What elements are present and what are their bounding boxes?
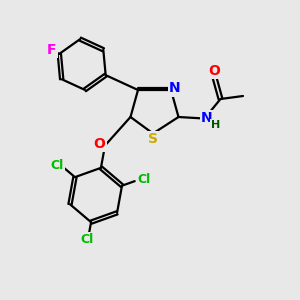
Text: N: N xyxy=(201,112,213,125)
Text: Cl: Cl xyxy=(51,159,64,172)
Text: Cl: Cl xyxy=(137,173,150,186)
Text: N: N xyxy=(169,82,180,95)
Text: Cl: Cl xyxy=(80,233,94,246)
Text: S: S xyxy=(148,132,158,146)
Text: F: F xyxy=(47,43,56,57)
Text: O: O xyxy=(94,137,106,151)
Text: O: O xyxy=(208,64,220,78)
Text: H: H xyxy=(211,120,220,130)
